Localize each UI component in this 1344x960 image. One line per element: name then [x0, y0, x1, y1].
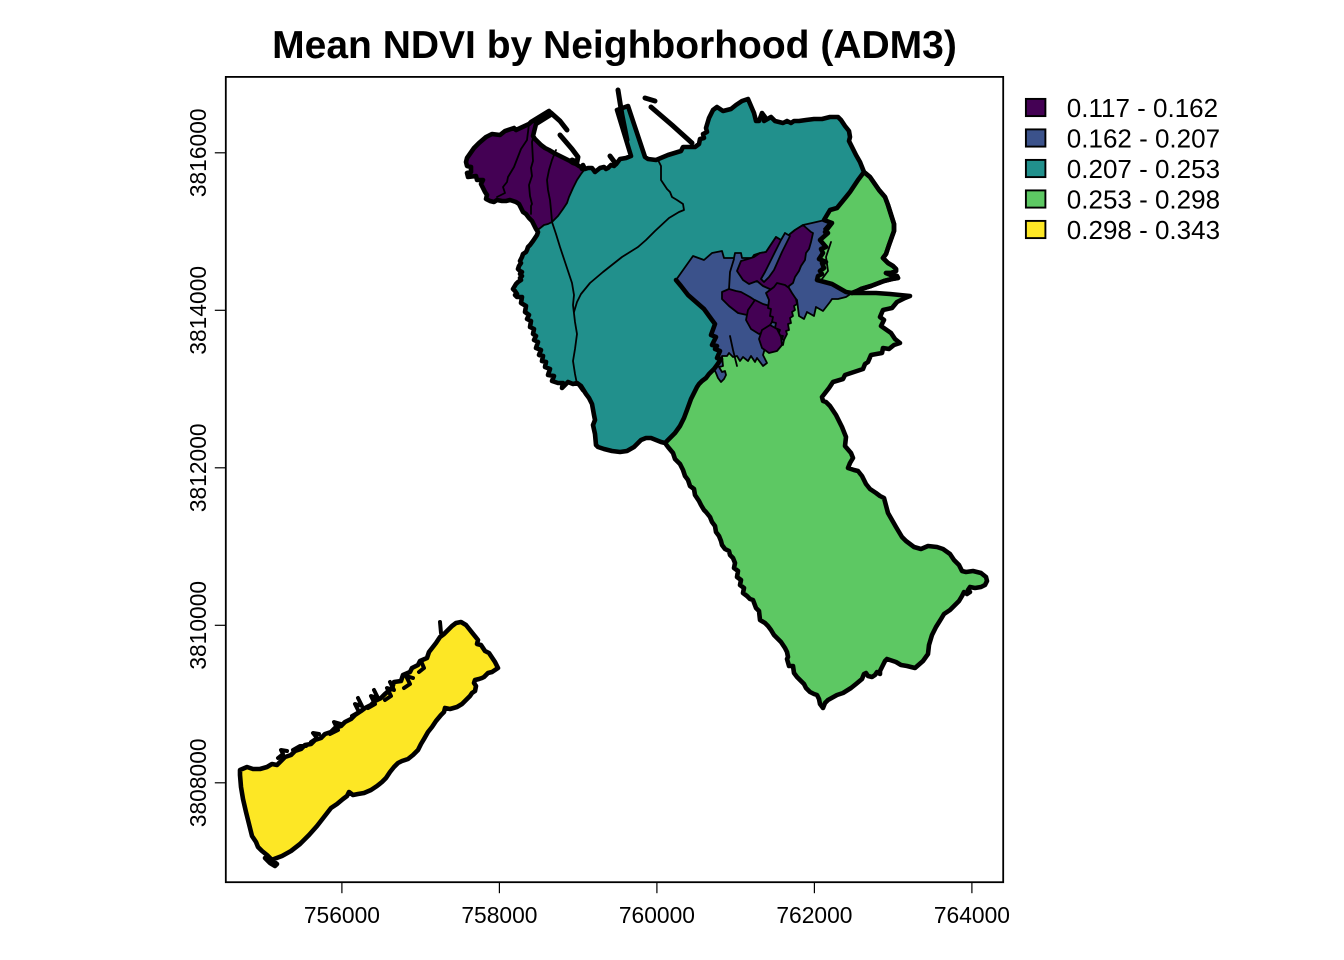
svg-text:3816000: 3816000 — [185, 108, 211, 197]
svg-text:0.298 - 0.343: 0.298 - 0.343 — [1067, 215, 1220, 245]
svg-text:0.207 - 0.253: 0.207 - 0.253 — [1067, 154, 1220, 184]
svg-text:0.253 - 0.298: 0.253 - 0.298 — [1067, 185, 1220, 215]
svg-text:756000: 756000 — [304, 902, 380, 928]
svg-text:760000: 760000 — [619, 902, 695, 928]
svg-text:0.162 - 0.207: 0.162 - 0.207 — [1067, 124, 1220, 154]
svg-text:758000: 758000 — [461, 902, 537, 928]
svg-text:Mean NDVI by Neighborhood (ADM: Mean NDVI by Neighborhood (ADM3) — [272, 24, 957, 67]
svg-text:3814000: 3814000 — [185, 266, 211, 355]
svg-text:764000: 764000 — [934, 902, 1010, 928]
svg-text:762000: 762000 — [776, 902, 852, 928]
svg-text:0.117 - 0.162: 0.117 - 0.162 — [1067, 93, 1218, 123]
svg-text:3810000: 3810000 — [185, 581, 211, 670]
svg-text:3812000: 3812000 — [185, 423, 211, 512]
svg-text:3808000: 3808000 — [185, 738, 211, 827]
